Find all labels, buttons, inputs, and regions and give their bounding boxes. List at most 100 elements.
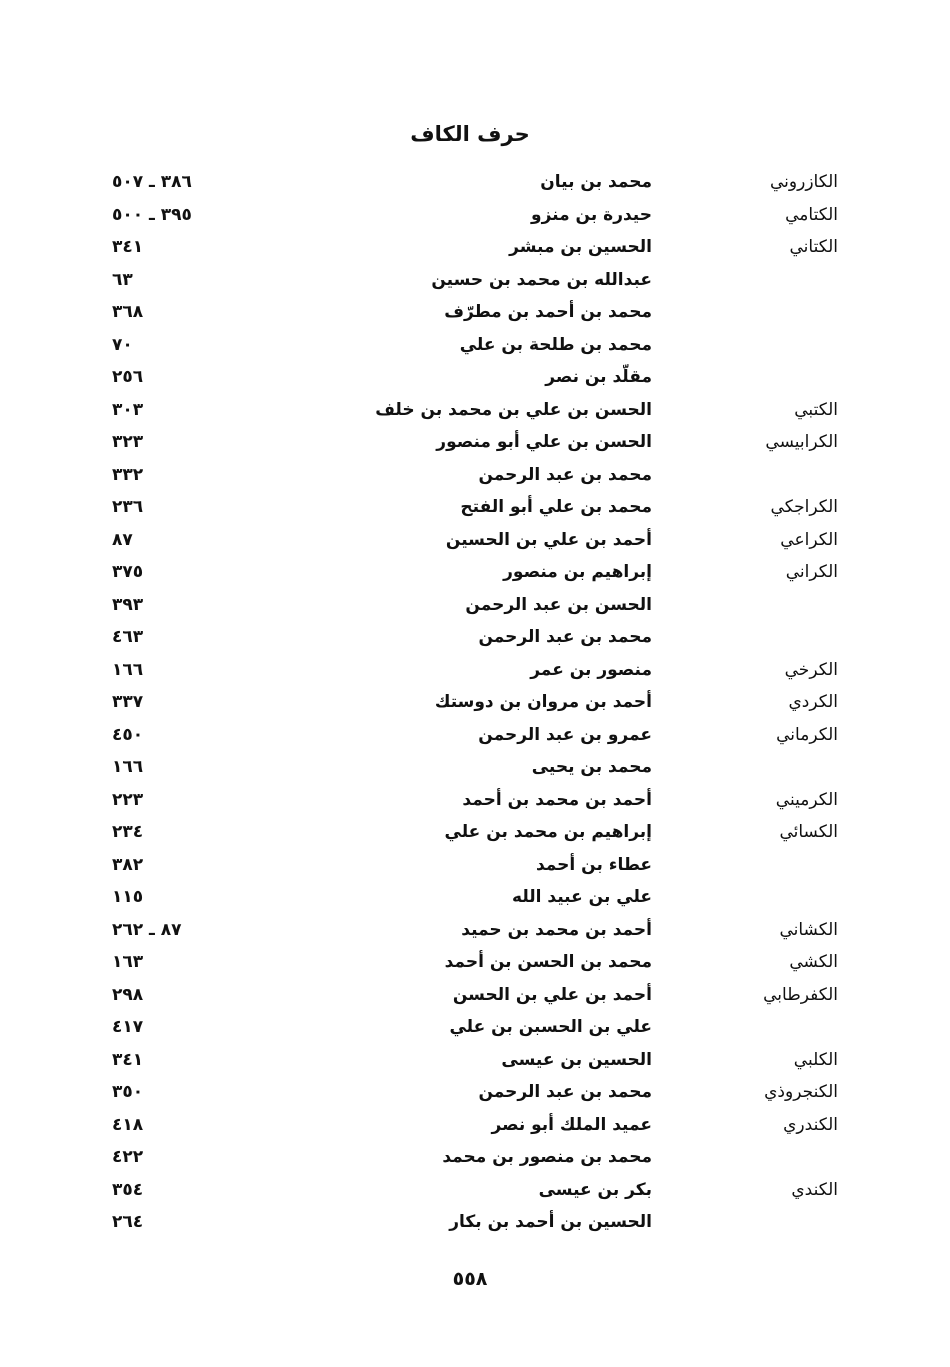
nisba: الكلبي [793,1049,838,1070]
page-references: ٣٨٦ ـ ٥٠٧ [112,172,192,192]
page-references: ٦٣ [112,269,133,290]
index-entry: الكتبي الحسن بن علي بن محمد بن خلف ٣٠٣ [0,394,950,427]
person-name: الحسين بن مبشر [509,237,652,257]
index-entry: عطاء بن أحمد ٣٨٢ [0,849,950,882]
index-entry: مقلّد بن نصر ٢٥٦ [0,361,950,394]
person-name: حيدرة بن منزو [531,204,652,225]
page-references: ٣٤١ [112,237,144,257]
index-entry: الكراجكي محمد بن علي أبو الفتح ٢٣٦ [0,491,950,524]
page-references: ٣٤١ [112,1049,144,1070]
page-references: ٣٠٣ [112,399,144,420]
person-name: عطاء بن أحمد [535,854,652,875]
index-entry: الحسن بن عبد الرحمن ٣٩٣ [0,589,950,622]
person-name: إبراهيم بن محمد بن علي [444,822,652,842]
nisba: الكتاني [789,237,838,257]
person-name: أحمد بن محمد بن أحمد [462,789,652,810]
page-references: ٣٨٢ [112,854,144,875]
index-entry: الكتامي حيدرة بن منزو ٣٩٥ ـ ٥٠٠ [0,199,950,232]
index-entry: الكرابيسي الحسن بن علي أبو منصور ٣٢٣ [0,426,950,459]
index-entry: محمد بن منصور بن محمد ٤٢٢ [0,1141,950,1174]
person-name: محمد بن يحيى [531,757,652,777]
person-name: محمد بن الحسن بن أحمد [444,952,652,972]
page-references: ١٦٦ [112,757,144,777]
nisba: الكنجروذي [764,1082,838,1102]
page-references: ٣٣٢ [112,464,144,485]
person-name: محمد بن عبد الرحمن [478,1082,652,1102]
index-entry: محمد بن عبد الرحمن ٤٦٣ [0,621,950,654]
index-entry: محمد بن عبد الرحمن ٣٣٢ [0,459,950,492]
index-entry: الكفرطابي أحمد بن علي بن الحسن ٢٩٨ [0,979,950,1012]
index-entry: الحسين بن أحمد بن بكار ٢٦٤ [0,1206,950,1239]
page-references: ٣٥٠ [112,1082,144,1102]
nisba: الكرماني [776,724,838,745]
person-name: محمد بن طلحة بن علي [459,334,652,355]
person-name: محمد بن أحمد بن مطرّف [444,302,652,322]
nisba: الكتبي [794,399,838,420]
nisba: الكشاني [779,919,838,940]
page-references: ٣٦٨ [112,302,144,322]
page-references: ٢٦٤ [112,1212,144,1232]
person-name: علي بن الحسبن بن علي [449,1017,652,1037]
index-entry: محمد بن يحيى ١٦٦ [0,751,950,784]
person-name: بكر بن عيسى [538,1179,652,1200]
index-entry: الكازروني محمد بن بيان ٣٨٦ ـ ٥٠٧ [0,166,950,199]
index-entry: الكشي محمد بن الحسن بن أحمد ١٦٣ [0,946,950,979]
nisba: الكراني [785,562,838,582]
person-name: منصور بن عمر [530,659,652,680]
page-references: ٣٣٧ [112,692,144,712]
nisba: الكندري [783,1114,838,1135]
page-references: ٢٩٨ [112,984,144,1005]
person-name: عميد الملك أبو نصر [491,1114,652,1135]
page-references: ٤٢٢ [112,1147,144,1167]
person-name: أحمد بن محمد بن حميد [461,919,652,940]
index-entry: الكرماني عمرو بن عبد الرحمن ٤٥٠ [0,719,950,752]
nisba: الكشي [789,952,838,972]
index-entry: محمد بن طلحة بن علي ٧٠ [0,329,950,362]
nisba: الكردي [788,692,838,712]
person-name: محمد بن عبد الرحمن [478,464,652,485]
index-entry: الكندري عميد الملك أبو نصر ٤١٨ [0,1109,950,1142]
nisba: الكتامي [785,204,838,225]
index-entry: الكتاني الحسين بن مبشر ٣٤١ [0,231,950,264]
person-name: إبراهيم بن منصور [503,562,652,582]
person-name: أحمد بن علي بن الحسين [445,529,652,550]
person-name: الحسين بن عيسى [501,1049,652,1070]
page-references: ٣٧٥ [112,562,144,582]
person-name: محمد بن منصور بن محمد [442,1147,652,1167]
page-references: ١٦٣ [112,952,144,972]
page-references: ٨٧ ـ ٢٦٢ [112,919,182,940]
section-title: حرف الكاف [410,122,530,146]
nisba: الكرابيسي [765,432,838,452]
page-number: ٥٥٨ [452,1268,488,1290]
nisba: الكرخي [784,659,838,680]
person-name: أحمد بن علي بن الحسن [452,984,652,1005]
person-name: محمد بن علي أبو الفتح [460,497,652,517]
index-entry: الكندي بكر بن عيسى ٣٥٤ [0,1174,950,1207]
index-entry: الكنجروذي محمد بن عبد الرحمن ٣٥٠ [0,1076,950,1109]
nisba: الكازروني [770,172,838,192]
nisba: الكراعي [780,529,838,550]
nisba: الكندي [791,1179,838,1200]
person-name: محمد بن بيان [540,172,652,192]
person-name: علي بن عبيد الله [512,887,652,907]
person-name: الحسن بن علي أبو منصور [436,432,652,452]
index-entry: الكشاني أحمد بن محمد بن حميد ٨٧ ـ ٢٦٢ [0,914,950,947]
page-references: ١٦٦ [112,659,144,680]
person-name: الحسن بن عبد الرحمن [465,594,652,615]
page-references: ٧٠ [112,334,133,355]
index-list: الكازروني محمد بن بيان ٣٨٦ ـ ٥٠٧ الكتامي حيد… [0,166,950,1239]
page-references: ٤١٨ [112,1114,144,1135]
page-references: ٢٣٤ [112,822,144,842]
page-references: ٣٩٥ ـ ٥٠٠ [112,204,192,225]
page-references: ٨٧ [112,529,133,550]
page-references: ٢٥٦ [112,367,144,387]
page-references: ٤٥٠ [112,724,144,745]
page-references: ١١٥ [112,887,144,907]
person-name: الحسن بن علي بن محمد بن خلف [375,399,652,420]
person-name: عمرو بن عبد الرحمن [478,724,652,745]
nisba: الكرميني [775,789,838,810]
index-entry: الكرميني أحمد بن محمد بن أحمد ٢٢٣ [0,784,950,817]
index-entry: الكسائي إبراهيم بن محمد بن علي ٢٣٤ [0,816,950,849]
person-name: أحمد بن مروان بن دوستك [434,692,652,712]
index-entry: محمد بن أحمد بن مطرّف ٣٦٨ [0,296,950,329]
